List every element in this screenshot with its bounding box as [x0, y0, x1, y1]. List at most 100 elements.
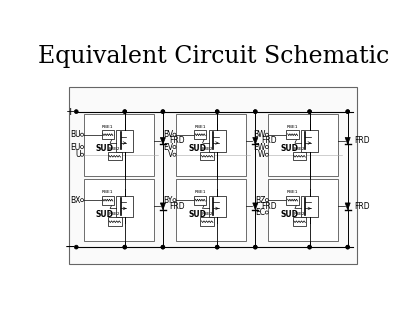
Text: RBE2: RBE2: [201, 212, 213, 216]
Text: SUD: SUD: [281, 209, 299, 219]
Text: FRD: FRD: [354, 202, 369, 211]
Bar: [293, 218, 306, 226]
Circle shape: [265, 153, 269, 156]
Text: −: −: [65, 241, 75, 254]
Bar: [200, 152, 214, 160]
Bar: [301, 196, 318, 217]
Text: BV: BV: [163, 130, 173, 139]
Bar: [68, 87, 357, 264]
Polygon shape: [253, 203, 258, 210]
Circle shape: [254, 246, 257, 249]
Bar: [269, 179, 339, 241]
Bar: [194, 196, 206, 205]
Text: RBE2: RBE2: [294, 212, 305, 216]
Text: BX: BX: [70, 196, 80, 205]
Polygon shape: [345, 203, 350, 210]
Bar: [208, 196, 226, 217]
Text: SUD: SUD: [188, 209, 206, 219]
Circle shape: [80, 199, 83, 202]
Circle shape: [308, 110, 311, 113]
Circle shape: [173, 133, 176, 136]
Polygon shape: [161, 203, 166, 210]
Circle shape: [265, 199, 269, 202]
Bar: [83, 179, 153, 241]
Text: BU: BU: [70, 130, 80, 139]
Circle shape: [123, 246, 126, 249]
Text: BZ: BZ: [255, 196, 265, 205]
Bar: [200, 218, 214, 226]
Circle shape: [254, 246, 257, 249]
Text: FRD: FRD: [169, 202, 185, 211]
Circle shape: [265, 133, 269, 136]
Text: RBE1: RBE1: [194, 190, 206, 194]
Text: RBE1: RBE1: [102, 125, 113, 129]
Circle shape: [123, 110, 126, 113]
Text: EC: EC: [255, 208, 265, 217]
Bar: [194, 130, 206, 139]
Circle shape: [308, 110, 311, 113]
Polygon shape: [345, 138, 350, 144]
Bar: [293, 152, 306, 160]
Text: Equivalent Circuit Schematic: Equivalent Circuit Schematic: [38, 45, 389, 68]
Text: BY: BY: [163, 196, 173, 205]
Text: FRD: FRD: [261, 202, 277, 211]
Text: BW: BW: [253, 130, 265, 139]
Circle shape: [254, 110, 257, 113]
Text: RBE2: RBE2: [109, 212, 121, 216]
Polygon shape: [253, 138, 258, 144]
Circle shape: [80, 153, 83, 156]
Text: RBE2: RBE2: [201, 147, 213, 151]
Circle shape: [173, 153, 176, 156]
Text: SUD: SUD: [281, 144, 299, 153]
Text: W: W: [258, 150, 265, 159]
Circle shape: [346, 246, 349, 249]
Circle shape: [346, 110, 349, 113]
Bar: [108, 152, 122, 160]
Text: EW: EW: [253, 143, 265, 152]
Circle shape: [173, 199, 176, 202]
Bar: [301, 130, 318, 152]
Bar: [286, 130, 299, 139]
Bar: [269, 114, 339, 176]
Bar: [208, 130, 226, 152]
Text: V: V: [168, 150, 173, 159]
Text: RBE2: RBE2: [109, 147, 121, 151]
Polygon shape: [161, 138, 166, 144]
Text: SUD: SUD: [188, 144, 206, 153]
Circle shape: [216, 110, 219, 113]
Text: FRD: FRD: [354, 136, 369, 145]
Circle shape: [254, 110, 257, 113]
Circle shape: [161, 246, 164, 249]
Text: RBE2: RBE2: [294, 147, 305, 151]
Circle shape: [346, 246, 349, 249]
Bar: [286, 196, 299, 205]
Circle shape: [74, 245, 78, 249]
Circle shape: [308, 246, 311, 249]
Circle shape: [74, 110, 78, 114]
Circle shape: [173, 145, 176, 149]
Bar: [176, 114, 246, 176]
Text: SUD: SUD: [96, 209, 114, 219]
Circle shape: [216, 246, 219, 249]
Circle shape: [265, 211, 269, 214]
Circle shape: [80, 133, 83, 136]
Text: EV: EV: [163, 143, 173, 152]
Bar: [102, 130, 114, 139]
Text: EU: EU: [70, 143, 80, 152]
Circle shape: [161, 110, 164, 113]
Circle shape: [216, 246, 219, 249]
Text: FRD: FRD: [169, 136, 185, 145]
Bar: [116, 130, 133, 152]
Text: FRD: FRD: [261, 136, 277, 145]
Bar: [108, 218, 122, 226]
Bar: [102, 196, 114, 205]
Bar: [176, 179, 246, 241]
Circle shape: [80, 145, 83, 149]
Text: U: U: [75, 150, 80, 159]
Text: RBE1: RBE1: [102, 190, 113, 194]
Circle shape: [161, 246, 164, 249]
Text: RBE1: RBE1: [287, 125, 299, 129]
Circle shape: [346, 110, 349, 113]
Text: RBE1: RBE1: [194, 125, 206, 129]
Bar: [83, 114, 153, 176]
